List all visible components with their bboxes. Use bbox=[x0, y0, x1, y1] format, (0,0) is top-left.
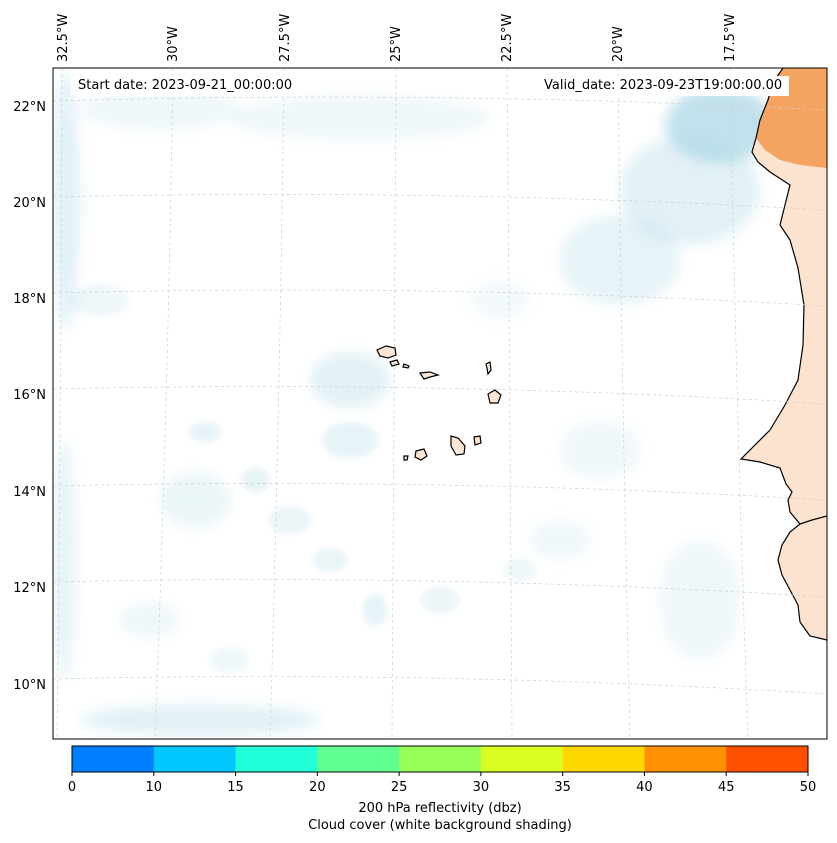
colorbar-tick-label: 30 bbox=[473, 780, 490, 795]
lat-label: 18°N bbox=[13, 292, 46, 307]
lon-label: 20°W bbox=[611, 26, 626, 62]
latitude-labels: 22°N 20°N 18°N 16°N 14°N 12°N 10°N bbox=[13, 100, 46, 693]
land-africa bbox=[741, 68, 827, 524]
lat-label: 14°N bbox=[13, 485, 46, 500]
colorbar-segment bbox=[72, 746, 155, 772]
colorbar-tick-label: 15 bbox=[227, 780, 244, 795]
colorbar-tick-label: 0 bbox=[68, 780, 76, 795]
lon-label: 25°W bbox=[389, 26, 404, 62]
colorbar-tick-label: 10 bbox=[146, 780, 163, 795]
land-southern bbox=[778, 516, 827, 640]
colorbar-segment bbox=[235, 746, 318, 772]
colorbar-tick-label: 40 bbox=[636, 780, 653, 795]
lat-label: 12°N bbox=[13, 581, 46, 596]
colorbar-tick-label: 35 bbox=[554, 780, 571, 795]
colorbar-tick-label: 50 bbox=[800, 780, 817, 795]
colorbar-subtitle: Cloud cover (white background shading) bbox=[308, 818, 572, 833]
colorbar-frame bbox=[71, 745, 809, 773]
start-date-label: Start date: 2023-09-21_00:00:00 bbox=[71, 76, 300, 96]
lon-label: 27.5°W bbox=[278, 14, 293, 62]
colorbar-tick-label: 25 bbox=[391, 780, 408, 795]
plot-frame bbox=[52, 67, 828, 740]
lat-label: 22°N bbox=[13, 100, 46, 115]
lon-label: 30°W bbox=[166, 26, 181, 62]
lat-label: 20°N bbox=[13, 196, 46, 211]
colorbar-segment bbox=[726, 746, 809, 772]
colorbar-segment bbox=[480, 746, 564, 772]
colorbar-segment bbox=[644, 746, 727, 772]
colorbar-title: 200 hPa reflectivity (dbz) bbox=[358, 801, 522, 816]
lat-label: 10°N bbox=[13, 678, 46, 693]
longitude-labels: 32.5°W 30°W 27.5°W 25°W 22.5°W 20°W 17.5… bbox=[56, 14, 738, 62]
lon-label: 22.5°W bbox=[500, 14, 515, 62]
cape-verde-islands bbox=[376, 345, 502, 461]
colorbar: 0 10 15 20 25 30 35 40 45 50 bbox=[68, 745, 817, 795]
lon-label: 32.5°W bbox=[56, 14, 71, 62]
colorbar-tick-label: 20 bbox=[309, 780, 326, 795]
graticule bbox=[53, 68, 827, 739]
colorbar-segment bbox=[317, 746, 400, 772]
colorbar-tick-label: 45 bbox=[718, 780, 735, 795]
colorbar-segment bbox=[562, 746, 645, 772]
lat-label: 16°N bbox=[13, 388, 46, 403]
colorbar-segment bbox=[399, 746, 482, 772]
colorbar-segment bbox=[153, 746, 237, 772]
cloud-cover-shading bbox=[53, 70, 775, 736]
coastline bbox=[739, 68, 827, 641]
lon-label: 17.5°W bbox=[723, 14, 738, 62]
valid-date-label: Valid_date: 2023-09-23T19:00:00.00 bbox=[537, 76, 790, 96]
